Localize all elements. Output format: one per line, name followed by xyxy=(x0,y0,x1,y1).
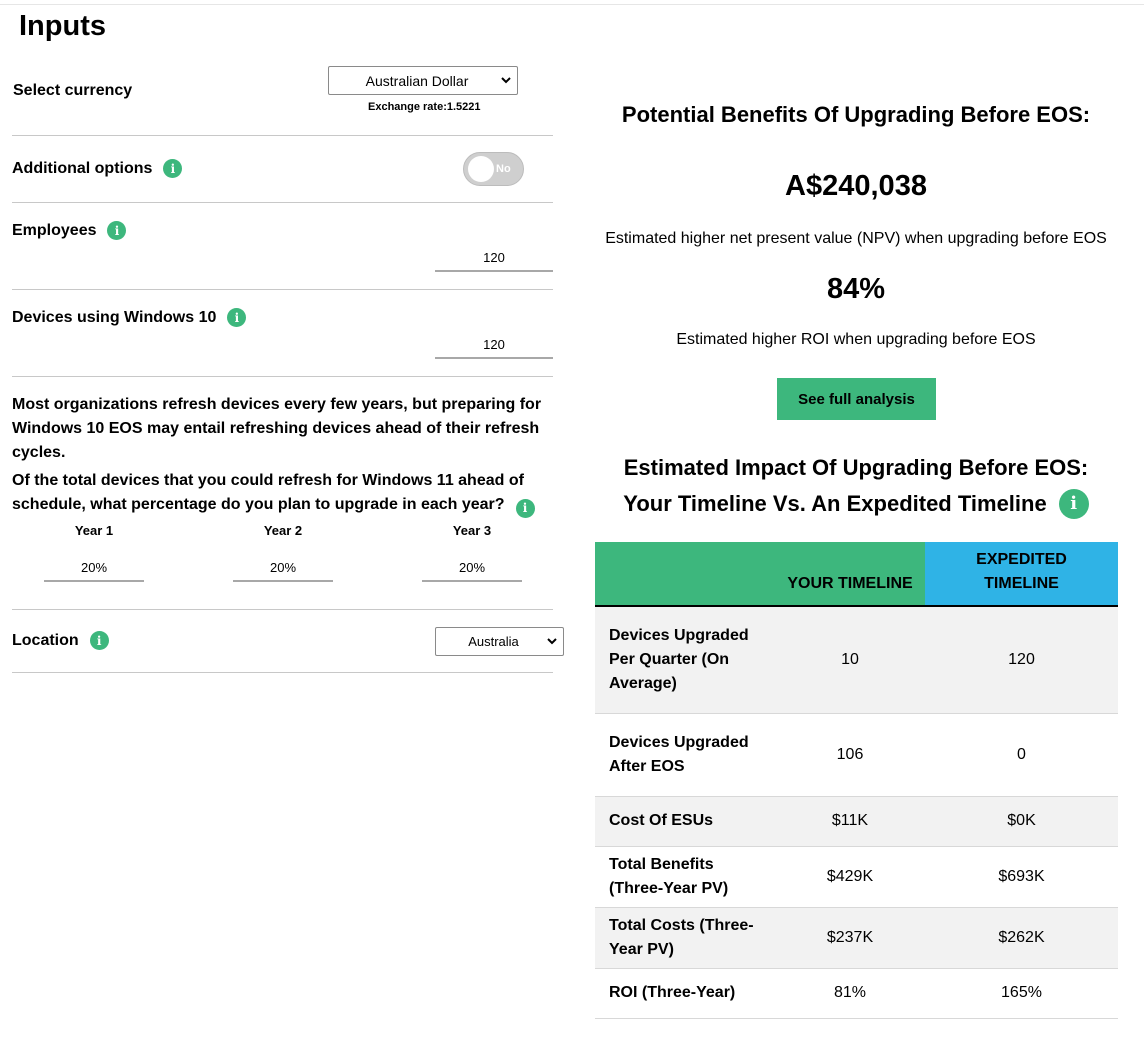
currency-select[interactable]: Australian Dollar xyxy=(328,66,518,95)
currency-label: Select currency xyxy=(13,82,132,100)
currency-select-value: Australian Dollar xyxy=(365,72,469,89)
row-expedited-value: 0 xyxy=(925,713,1118,797)
divider xyxy=(12,672,553,673)
currency-label-text: Select currency xyxy=(13,82,133,99)
percentage-question-text: Of the total devices that you could refr… xyxy=(12,472,524,513)
row-expedited-value: $0K xyxy=(925,796,1118,847)
info-icon[interactable]: i xyxy=(89,631,109,650)
impact-title-line1: Estimated Impact Of Upgrading Before EOS… xyxy=(623,455,1089,480)
row-label: Devices Upgraded After EOS xyxy=(595,713,775,797)
row-your-value: 10 xyxy=(775,606,925,714)
chevron-down-icon xyxy=(547,638,557,645)
row-your-value: 81% xyxy=(775,968,925,1019)
divider xyxy=(12,376,553,377)
row-label: ROI (Three-Year) xyxy=(595,968,775,1019)
benefits-title: Potential Benefits Of Upgrading Before E… xyxy=(621,102,1091,127)
divider xyxy=(12,609,553,610)
impact-table: YOUR TIMELINE EXPEDITED TIMELINE Devices… xyxy=(595,542,1118,1019)
location-select[interactable]: Australia xyxy=(435,627,564,656)
row-expedited-value: 120 xyxy=(925,606,1118,714)
roi-text: Estimated higher ROI when upgrading befo… xyxy=(676,331,1036,348)
table-row: Cost Of ESUs $11K $0K xyxy=(595,796,1118,847)
additional-options-text: Additional options xyxy=(12,159,153,177)
header-empty xyxy=(595,542,775,606)
row-your-value: $237K xyxy=(775,907,925,969)
npv-text: Estimated higher net present value (NPV)… xyxy=(605,230,1107,247)
see-full-analysis-button[interactable]: See full analysis xyxy=(777,378,936,420)
header-expedited-timeline: EXPEDITED TIMELINE xyxy=(925,542,1118,606)
exchange-rate: Exchange rate:1.5221 xyxy=(368,101,481,113)
impact-title: Estimated Impact Of Upgrading Before EOS… xyxy=(590,450,1122,522)
impact-title-row2: Your Timeline Vs. An Expedited Timeline … xyxy=(590,486,1122,522)
year-2-input[interactable]: 20% xyxy=(233,557,333,582)
npv-value: A$240,038 xyxy=(785,170,927,202)
year-1-input[interactable]: 20% xyxy=(44,557,144,582)
toggle-knob xyxy=(468,156,494,182)
additional-options-toggle[interactable]: No xyxy=(463,152,524,186)
row-expedited-value: 165% xyxy=(925,968,1118,1019)
info-icon[interactable]: i xyxy=(515,498,535,518)
table-row: Devices Upgraded Per Quarter (On Average… xyxy=(595,606,1118,714)
divider xyxy=(12,202,553,203)
row-your-value: $429K xyxy=(775,846,925,908)
table-header-row: YOUR TIMELINE EXPEDITED TIMELINE xyxy=(595,542,1118,606)
info-icon[interactable]: i xyxy=(107,221,127,240)
top-divider xyxy=(0,4,1144,5)
inputs-title: Inputs xyxy=(19,10,106,42)
divider xyxy=(12,135,553,136)
location-select-value: Australia xyxy=(468,634,519,649)
refresh-paragraph: Most organizations refresh devices every… xyxy=(12,396,542,461)
table-row: Total Benefits (Three-Year PV) $429K $69… xyxy=(595,846,1118,908)
table-row: Total Costs (Three-Year PV) $237K $262K xyxy=(595,907,1118,969)
header-your-timeline: YOUR TIMELINE xyxy=(775,542,925,606)
devices-input[interactable]: 120 xyxy=(435,334,553,359)
impact-title-line2: Your Timeline Vs. An Expedited Timeline xyxy=(623,491,1047,516)
toggle-text: No xyxy=(496,163,511,175)
row-label: Cost Of ESUs xyxy=(595,796,775,847)
employees-label: Employees i xyxy=(12,221,127,240)
header-expedited-text: EXPEDITED TIMELINE xyxy=(976,551,1067,592)
employees-input[interactable]: 120 xyxy=(435,247,553,272)
location-label: Location i xyxy=(12,631,109,650)
year-3-label: Year 3 xyxy=(452,523,492,538)
row-your-value: 106 xyxy=(775,713,925,797)
row-label: Total Benefits (Three-Year PV) xyxy=(595,846,775,908)
devices-label: Devices using Windows 10 i xyxy=(12,308,247,327)
table-row: ROI (Three-Year) 81% 165% xyxy=(595,968,1118,1019)
info-icon[interactable]: i xyxy=(1058,489,1089,519)
devices-text: Devices using Windows 10 xyxy=(12,308,217,326)
additional-options-label: Additional options i xyxy=(12,159,183,178)
year-2-label: Year 2 xyxy=(263,523,303,538)
row-label: Devices Upgraded Per Quarter (On Average… xyxy=(595,606,775,714)
divider xyxy=(12,289,553,290)
chevron-down-icon xyxy=(501,77,511,84)
year-3-input[interactable]: 20% xyxy=(422,557,522,582)
employees-text: Employees xyxy=(12,221,97,239)
info-icon[interactable]: i xyxy=(163,159,183,178)
row-expedited-value: $262K xyxy=(925,907,1118,969)
roi-value: 84% xyxy=(826,273,886,305)
row-your-value: $11K xyxy=(775,796,925,847)
row-expedited-value: $693K xyxy=(925,846,1118,908)
location-text: Location xyxy=(12,631,79,649)
table-row: Devices Upgraded After EOS 106 0 xyxy=(595,713,1118,797)
inputs-panel: Inputs Select currency Australian Dollar… xyxy=(0,0,570,1059)
year-1-label: Year 1 xyxy=(74,523,114,538)
percentage-question: Of the total devices that you could refr… xyxy=(12,469,552,518)
row-label: Total Costs (Three-Year PV) xyxy=(595,907,775,969)
info-icon[interactable]: i xyxy=(227,308,247,327)
